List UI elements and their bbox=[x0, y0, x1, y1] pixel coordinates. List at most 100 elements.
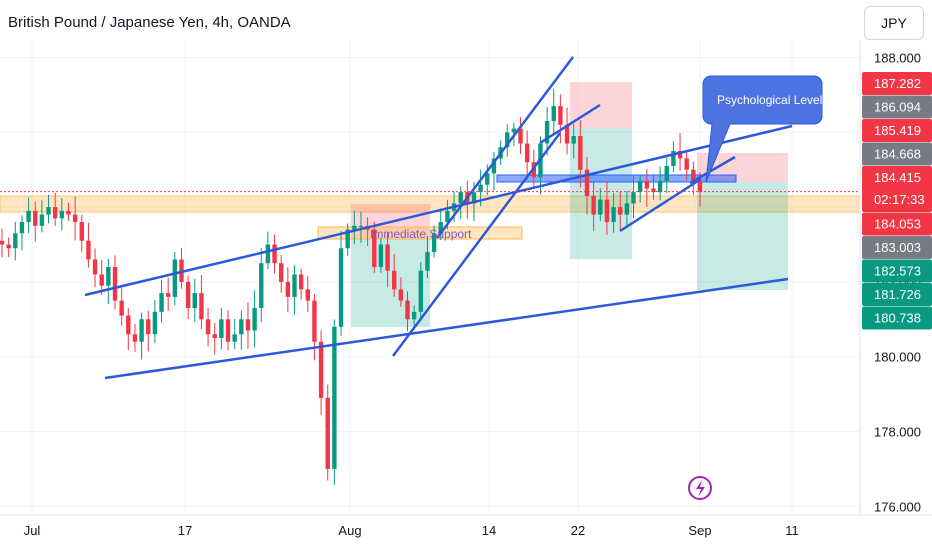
candle-body bbox=[372, 229, 377, 267]
position-box-1-profit bbox=[351, 238, 430, 327]
candle-body bbox=[279, 263, 284, 282]
candle-body bbox=[59, 210, 65, 219]
candle-body bbox=[272, 244, 277, 264]
candle-body bbox=[571, 136, 576, 144]
psychological-level-label: Psychological Level bbox=[717, 93, 822, 107]
candle-body bbox=[604, 199, 610, 223]
candle-body bbox=[471, 192, 477, 204]
candle-body bbox=[651, 188, 656, 193]
candle-body bbox=[192, 293, 197, 309]
price-tag-background bbox=[862, 142, 932, 166]
candle-body bbox=[225, 319, 231, 342]
price-tag: 183.003 bbox=[862, 236, 932, 259]
candle-body bbox=[392, 270, 397, 290]
candle-body bbox=[584, 169, 590, 196]
price-tag-countdown: 02:17:33 bbox=[874, 192, 925, 207]
candle-body bbox=[405, 300, 410, 320]
price-tag-value: 181.726 bbox=[874, 287, 921, 302]
candle-body bbox=[458, 192, 463, 204]
candle-body bbox=[671, 151, 676, 166]
price-tags: 187.282 186.094 185.419 184.668 184.415 02:17… bbox=[862, 72, 932, 330]
candle-body bbox=[544, 121, 550, 144]
candle-body bbox=[159, 293, 164, 312]
trendlines bbox=[84, 56, 793, 380]
candle-body bbox=[425, 251, 430, 271]
candle-body bbox=[618, 207, 623, 215]
candle-body bbox=[611, 207, 616, 223]
candle-body bbox=[112, 266, 118, 301]
currency-button[interactable]: JPY bbox=[864, 6, 924, 40]
candle-body bbox=[199, 293, 204, 320]
price-axis[interactable]: 188.000186.000184.000182.000180.000178.0… bbox=[874, 51, 921, 515]
candle-body bbox=[66, 210, 71, 215]
candle-body bbox=[146, 319, 151, 335]
trendline-steep-lower[interactable] bbox=[391, 132, 562, 357]
candle-body bbox=[0, 240, 5, 245]
candle-body bbox=[325, 397, 330, 469]
price-tag-background bbox=[862, 259, 932, 283]
candle-body bbox=[378, 244, 384, 267]
candle-body bbox=[185, 281, 191, 309]
candle-body bbox=[385, 244, 390, 271]
candle-body bbox=[172, 259, 178, 297]
price-tag: 182.573 bbox=[862, 259, 932, 283]
candle-body bbox=[677, 151, 683, 159]
candle-body bbox=[13, 233, 18, 249]
candle-body bbox=[411, 311, 417, 320]
candle-body bbox=[6, 244, 11, 249]
candle-body bbox=[33, 210, 38, 226]
candle-body bbox=[664, 165, 669, 181]
candle-body bbox=[438, 222, 443, 234]
trendline-wedge-top[interactable] bbox=[539, 103, 601, 145]
candle-body bbox=[637, 180, 643, 193]
candle-body bbox=[598, 199, 603, 215]
time-axis[interactable]: Jul 17 Aug 14 22 Sep 11 bbox=[24, 523, 799, 538]
candle-body bbox=[285, 281, 291, 297]
price-tick-label: 178.000 bbox=[874, 425, 921, 440]
candle-body bbox=[219, 319, 224, 338]
lightning-icon[interactable] bbox=[688, 476, 712, 500]
price-tick-label: 180.000 bbox=[874, 350, 921, 365]
time-tick-label: Sep bbox=[688, 523, 711, 538]
trendline-lower-channel[interactable] bbox=[104, 277, 789, 380]
candle-body bbox=[352, 225, 357, 230]
price-tag: 184.053 bbox=[862, 212, 932, 236]
time-tick-label: 11 bbox=[785, 523, 799, 538]
candle-body bbox=[305, 289, 310, 301]
candle-body bbox=[564, 124, 570, 144]
candle-body bbox=[485, 173, 490, 185]
candle-body bbox=[99, 274, 104, 286]
position-box-2-loss bbox=[570, 82, 632, 128]
price-tag-background bbox=[862, 212, 932, 236]
candle-body bbox=[239, 319, 244, 335]
trendline-flag-upper[interactable] bbox=[689, 155, 736, 185]
price-tag-value: 184.668 bbox=[874, 147, 921, 162]
candle-body bbox=[491, 158, 497, 174]
candle-body bbox=[631, 192, 636, 204]
candle-body bbox=[591, 195, 596, 215]
candle-body bbox=[259, 263, 264, 309]
position-box-3-profit bbox=[697, 182, 788, 290]
price-tag-value: 182.573 bbox=[874, 264, 921, 279]
time-tick-label: 17 bbox=[178, 523, 192, 538]
candle-body bbox=[697, 180, 703, 192]
psychological-level-callout[interactable]: Psychological Level bbox=[702, 75, 823, 183]
candle-body bbox=[46, 207, 51, 215]
candle-body bbox=[312, 300, 317, 342]
candle-body bbox=[19, 222, 25, 234]
candle-body bbox=[265, 244, 271, 264]
candle-body bbox=[92, 259, 98, 275]
trendline-steep-upper[interactable] bbox=[436, 56, 574, 239]
candle-body bbox=[358, 225, 364, 227]
candle-body bbox=[644, 180, 650, 189]
candle-body bbox=[338, 248, 344, 327]
price-tag: 187.282 bbox=[862, 72, 932, 95]
trendline-upper-channel[interactable] bbox=[84, 124, 793, 297]
candle-body bbox=[52, 207, 58, 219]
candle-body bbox=[505, 132, 510, 148]
trendline-flag-lower[interactable] bbox=[619, 177, 702, 233]
candle-body bbox=[657, 180, 663, 193]
price-tag-value: 184.415 bbox=[874, 170, 921, 185]
candle-body bbox=[86, 240, 91, 260]
